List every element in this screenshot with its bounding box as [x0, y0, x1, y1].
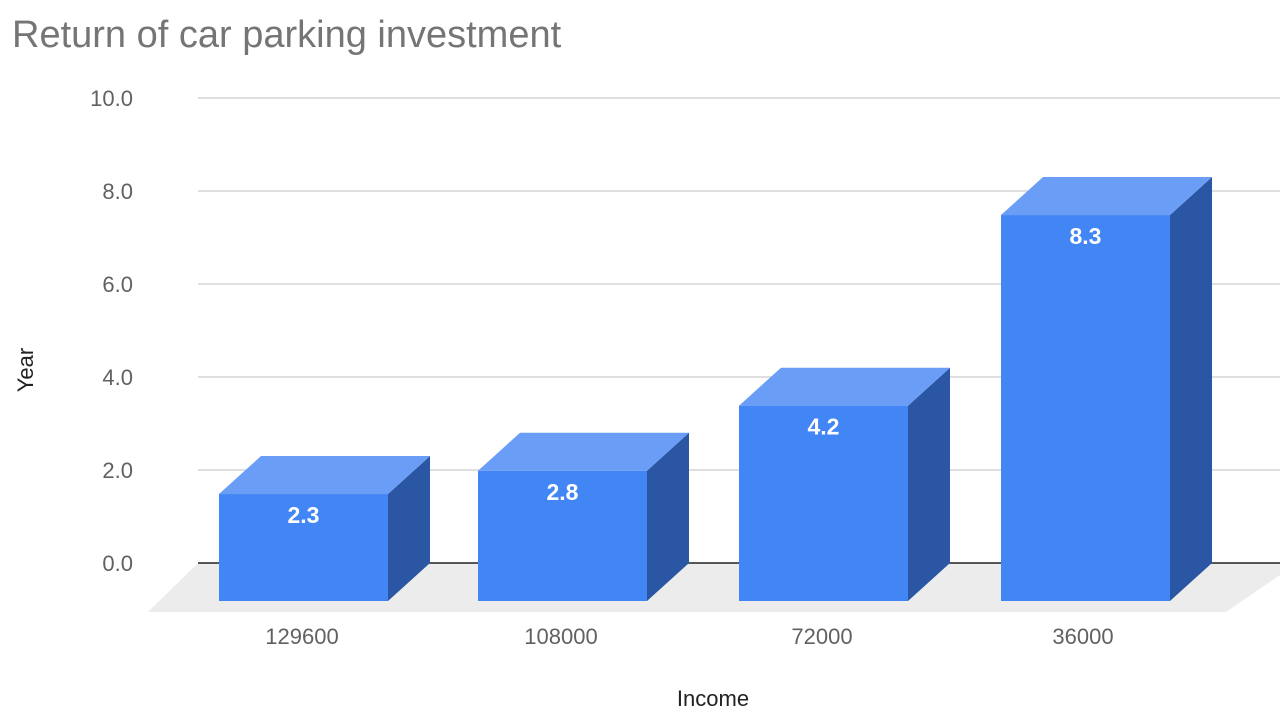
data-label: 4.2	[808, 414, 840, 440]
bar-side	[647, 432, 689, 601]
y-tick-label: 6.0	[102, 272, 133, 297]
x-tick-label: 129600	[265, 624, 338, 649]
x-axis-title: Income	[677, 686, 749, 711]
bar	[1001, 215, 1170, 602]
data-label: 2.3	[288, 502, 320, 528]
y-tick-label: 2.0	[102, 458, 133, 483]
y-axis-title: Year	[13, 348, 38, 392]
bar	[739, 405, 908, 601]
y-tick-label: 8.0	[102, 179, 133, 204]
chart-title: Return of car parking investment	[12, 14, 562, 56]
data-label: 2.8	[547, 479, 579, 505]
bar	[478, 470, 647, 601]
chart-floor	[148, 563, 1280, 612]
y-tick-label: 0.0	[102, 551, 133, 576]
x-tick-label: 72000	[791, 624, 852, 649]
bar-top	[219, 456, 430, 495]
y-tick-label: 4.0	[102, 365, 133, 390]
bar-side	[1170, 177, 1212, 602]
y-tick-label: 10.0	[90, 86, 133, 111]
data-label: 8.3	[1070, 223, 1102, 249]
x-tick-label: 36000	[1052, 624, 1113, 649]
bar-side	[908, 367, 950, 601]
bar-top	[739, 367, 950, 406]
x-tick-label: 108000	[524, 624, 597, 649]
bar	[219, 494, 388, 601]
bar-top	[478, 432, 689, 471]
bar-top	[1001, 177, 1212, 216]
bar-side	[388, 456, 430, 601]
